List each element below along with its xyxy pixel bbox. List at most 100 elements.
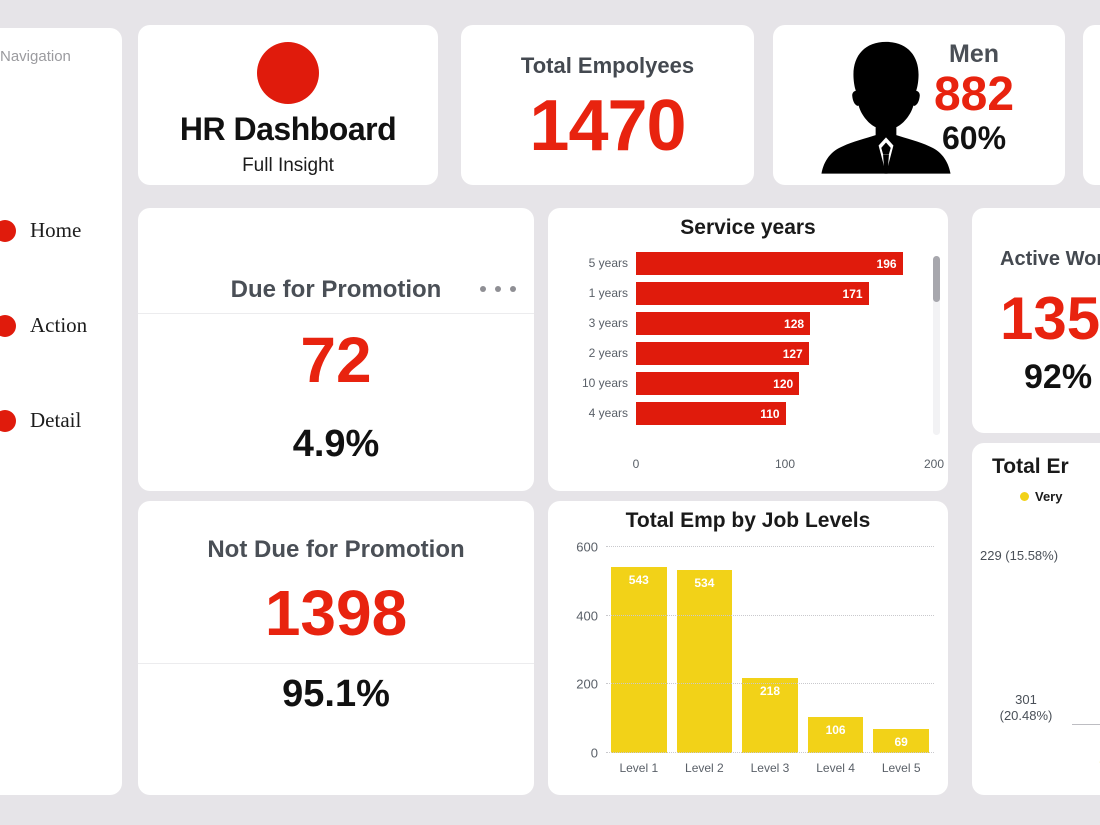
job-levels-bar[interactable]: 106 Level 4 — [807, 716, 864, 775]
active-workers-label: Active Work — [1000, 248, 1100, 270]
job-levels-bar-column[interactable]: 534 Level 2 — [676, 547, 733, 775]
service-years-bar-track: 171 — [636, 282, 908, 305]
due-for-promotion-value: 72 — [300, 324, 372, 396]
job-levels-y-tick: 600 — [576, 539, 598, 555]
navigation-title: Navigation — [0, 48, 71, 65]
service-years-category-label: 4 years — [588, 406, 628, 420]
sidebar-item-home[interactable]: Home — [0, 218, 81, 243]
red-circle-logo-icon — [257, 42, 319, 104]
service-years-bar-value: 196 — [876, 256, 897, 271]
pie-legend-item[interactable]: Very — [1020, 489, 1062, 504]
service-years-bar-row[interactable]: 5 years 196 — [566, 252, 934, 275]
job-levels-bar-value: 69 — [894, 735, 908, 750]
service-years-category-label: 10 years — [581, 376, 628, 390]
ellipsis-icon[interactable] — [480, 286, 516, 292]
service-years-bar-value: 128 — [784, 316, 805, 331]
job-levels-bar-column[interactable]: 106 Level 4 — [807, 547, 864, 775]
men-stats-block: Men 882 60% — [909, 40, 1039, 157]
men-percent: 60% — [941, 120, 1007, 157]
pie-graphic — [1072, 578, 1100, 808]
job-levels-bar[interactable]: 218 Level 3 — [742, 678, 798, 775]
card-divider — [138, 663, 534, 664]
job-levels-bar[interactable]: 69 Level 5 — [873, 729, 930, 775]
not-due-for-promotion-value: 1398 — [264, 577, 408, 649]
not-due-for-promotion-card: Not Due for Promotion 1398 95.1% — [138, 501, 534, 795]
service-years-bar-value: 120 — [773, 376, 794, 391]
red-dot-icon — [0, 314, 16, 337]
service-years-bar-track: 196 — [636, 252, 908, 275]
red-dot-icon — [0, 219, 16, 242]
service-years-x-axis: 0 100 200 — [633, 457, 944, 473]
job-levels-x-tick: Level 2 — [685, 761, 724, 775]
not-due-for-promotion-percent: 95.1% — [282, 673, 390, 715]
job-levels-chart-card: Total Emp by Job Levels 543 Level 1 534 Lev… — [548, 501, 948, 795]
service-years-bar-value: 171 — [842, 286, 863, 301]
service-years-x-tick: 200 — [923, 457, 945, 471]
job-levels-bar-value: 218 — [759, 684, 780, 699]
service-years-chart-card: Service years 5 years 196 1 years 171 3 year… — [548, 208, 948, 491]
pie-percent: (20.48%) — [999, 708, 1053, 724]
service-years-title: Service years — [680, 216, 816, 239]
service-years-bar-row[interactable]: 4 years 110 — [566, 402, 934, 425]
job-levels-y-tick: 0 — [590, 745, 598, 761]
scrollbar-thumb[interactable] — [933, 256, 940, 302]
job-levels-gridline: 600 — [576, 540, 934, 555]
legend-label: Very — [1035, 489, 1063, 504]
job-levels-bar-column[interactable]: 69 Level 5 — [873, 547, 930, 775]
card-divider — [138, 313, 534, 314]
service-years-bar[interactable]: 196 — [636, 252, 903, 275]
brand-logo-card: HR Dashboard Full Insight — [138, 25, 438, 185]
job-levels-title: Total Emp by Job Levels — [625, 509, 871, 532]
legend-swatch-icon — [1020, 492, 1029, 501]
job-levels-bar-column[interactable]: 218 Level 3 — [742, 547, 798, 775]
chart-scrollbar[interactable] — [933, 256, 940, 435]
job-levels-x-tick: Level 3 — [750, 761, 790, 775]
sidebar-item-detail[interactable]: Detail — [0, 408, 81, 433]
total-emp-pie-card: Total Er Very 229 (15.58%) 301 (20.48%) — [972, 443, 1100, 795]
male-avatar-icon — [821, 41, 951, 174]
job-levels-bars: 543 Level 1 534 Level 2 218 Level 3 106 Level 4… — [606, 547, 934, 775]
red-dot-icon — [0, 409, 16, 432]
men-count: 882 — [933, 67, 1015, 121]
men-kpi-card: Men 882 60% — [773, 25, 1065, 185]
service-years-bar[interactable]: 171 — [636, 282, 869, 305]
service-years-bar[interactable]: 120 — [636, 372, 800, 395]
pie-value: 301 — [1015, 692, 1037, 707]
page-title: HR Dashboard — [179, 111, 397, 147]
sidebar-item-label: Detail — [30, 408, 82, 432]
service-years-bar-track: 127 — [636, 342, 908, 365]
pie-data-label: 301 (20.48%) — [980, 692, 1072, 725]
pie-slices[interactable] — [1072, 578, 1100, 808]
page-subtitle: Full Insight — [242, 155, 334, 176]
sidebar-item-label: Action — [30, 313, 88, 337]
service-years-bar-value: 110 — [760, 406, 780, 421]
job-levels-y-tick: 200 — [576, 676, 598, 692]
active-workers-card: Active Work 1353 92% — [972, 208, 1100, 433]
service-years-category-label: 2 years — [588, 346, 628, 360]
total-employees-label: Total Empolyees — [520, 53, 695, 78]
service-years-bar-row[interactable]: 10 years 120 — [566, 372, 934, 395]
sidebar-item-action[interactable]: Action — [0, 313, 87, 338]
due-for-promotion-card: Due for Promotion 72 4.9% — [138, 208, 534, 491]
job-levels-bar[interactable]: 534 Level 2 — [676, 569, 733, 775]
service-years-plot: 5 years 196 1 years 171 3 years 128 2 years 127… — [566, 252, 934, 445]
service-years-bar-row[interactable]: 3 years 128 — [566, 312, 934, 335]
job-levels-x-tick: Level 1 — [619, 761, 659, 775]
service-years-bar-track: 110 — [636, 402, 908, 425]
service-years-bar[interactable]: 127 — [636, 342, 809, 365]
service-years-bar-row[interactable]: 1 years 171 — [566, 282, 934, 305]
pie-data-label: 229 (15.58%) — [980, 548, 1059, 563]
job-levels-plot: 543 Level 1 534 Level 2 218 Level 3 106 Level 4… — [576, 540, 934, 775]
pie-chart-title: Total Er — [992, 455, 1069, 478]
service-years-bar[interactable]: 128 — [636, 312, 811, 335]
job-levels-bar-column[interactable]: 543 Level 1 — [610, 547, 667, 775]
service-years-bar[interactable]: 110 — [636, 402, 786, 425]
service-years-bar-row[interactable]: 2 years 127 — [566, 342, 934, 365]
not-due-for-promotion-title: Not Due for Promotion — [207, 536, 465, 563]
job-levels-x-tick: Level 5 — [881, 761, 921, 775]
due-for-promotion-percent: 4.9% — [292, 423, 380, 465]
job-levels-bar[interactable]: 543 Level 1 — [610, 566, 667, 775]
job-levels-gridline: 200 — [576, 677, 934, 692]
women-kpi-card — [1083, 25, 1100, 185]
